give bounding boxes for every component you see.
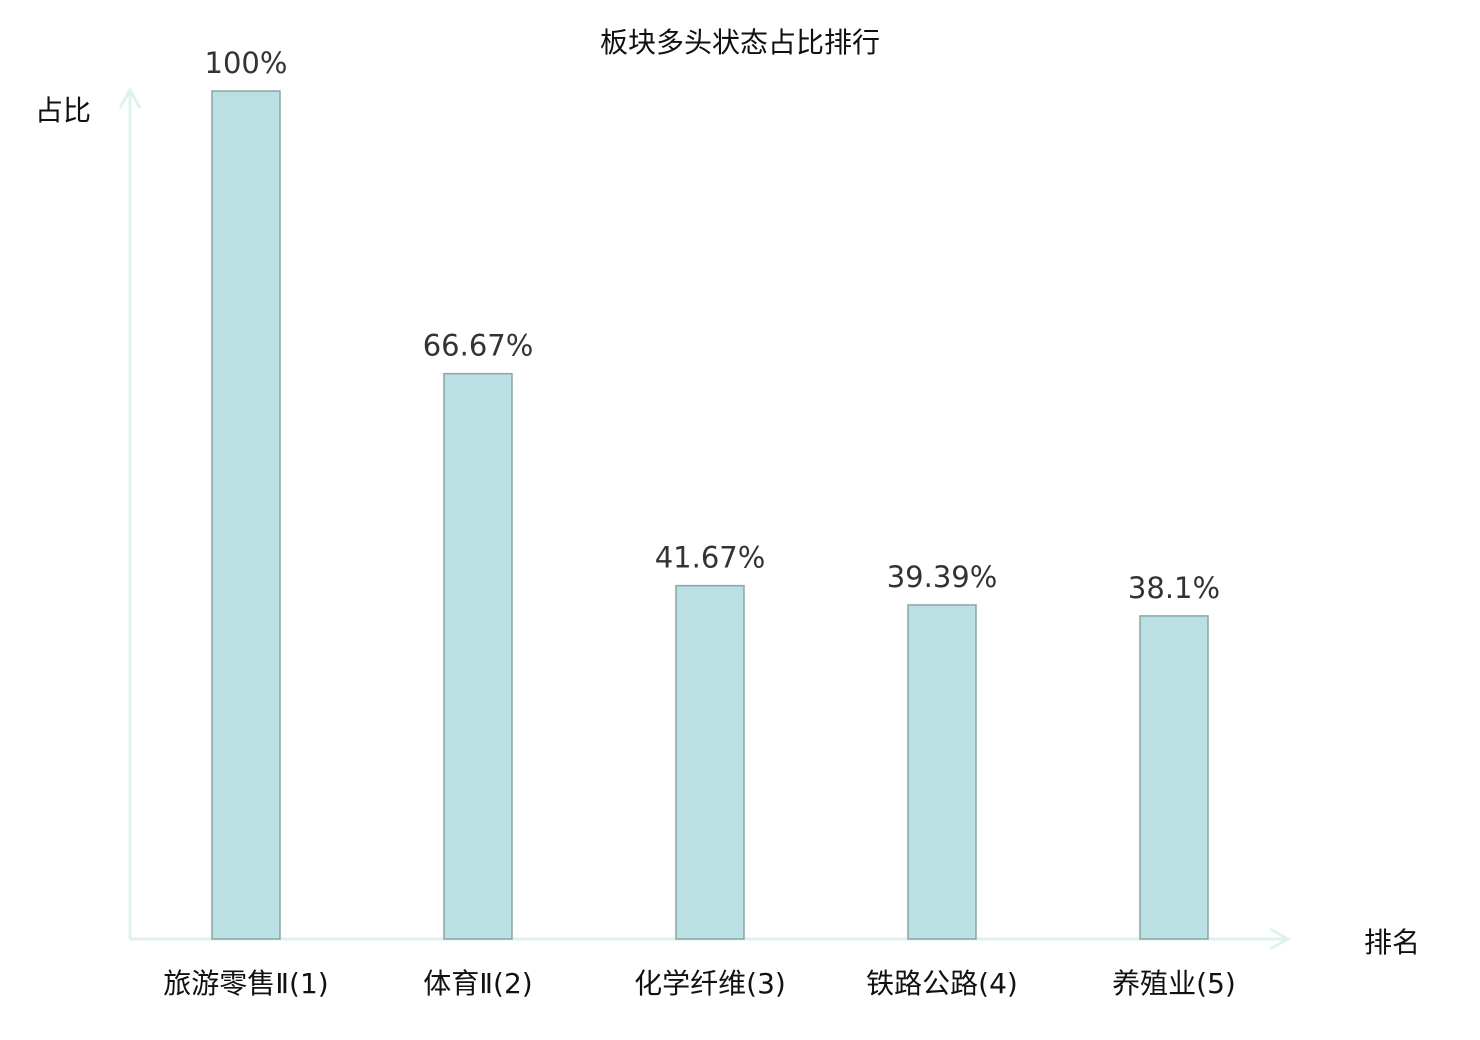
data-label: 66.67% xyxy=(423,329,534,363)
x-tick-label: 旅游零售Ⅱ(1) xyxy=(163,967,328,1000)
y-axis-arrow-icon xyxy=(118,86,142,109)
bar xyxy=(675,584,745,940)
bar xyxy=(211,90,281,940)
bar xyxy=(1139,615,1209,940)
bar xyxy=(443,372,513,940)
chart-title: 板块多头状态占比排行 xyxy=(600,26,880,59)
x-tick-label: 铁路公路(4) xyxy=(866,967,1018,1000)
x-axis-arrow-icon xyxy=(1269,927,1292,951)
x-tick-label: 化学纤维(3) xyxy=(634,967,786,1000)
y-axis-label: 占比 xyxy=(35,94,91,127)
x-tick-label: 体育Ⅱ(2) xyxy=(423,967,532,1000)
x-axis-label: 排名 xyxy=(1364,926,1420,959)
data-label: 100% xyxy=(205,46,288,80)
data-label: 38.1% xyxy=(1128,571,1220,605)
data-label: 39.39% xyxy=(887,560,998,594)
data-label: 41.67% xyxy=(655,541,766,575)
x-tick-label: 养殖业(5) xyxy=(1112,967,1236,1000)
bar xyxy=(907,604,977,940)
bars: 100% 旅游零售Ⅱ(1) 66.67% 体育Ⅱ(2) 41.67% 化学纤维(3) 39.… xyxy=(163,46,1236,1000)
